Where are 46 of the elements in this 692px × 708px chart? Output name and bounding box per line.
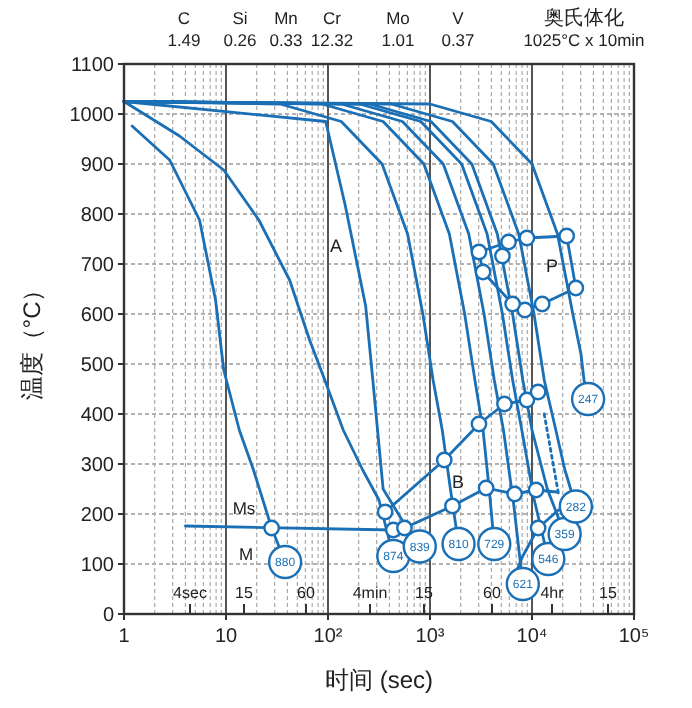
y-tick-label: 200 [80, 505, 115, 527]
note: Cr 12.32 [310, 8, 354, 50]
note: C 1.49 [167, 8, 201, 50]
x-tick-label: 10⁴ [516, 626, 548, 648]
annotation: 60 [483, 584, 502, 602]
y-tick-label: 600 [80, 305, 115, 327]
note: M [238, 544, 254, 564]
annotation: 4hr [540, 584, 565, 602]
y-tick-label: 900 [80, 155, 115, 177]
note: 15 [599, 584, 617, 615]
note: Mo 1.01 [381, 8, 415, 50]
note: 60 [297, 584, 315, 615]
y-tick-label: 100 [80, 555, 115, 577]
note: 4min [352, 584, 388, 615]
y-tick-label: 400 [80, 405, 115, 427]
x-axis-title: 时间 (sec) [325, 666, 434, 694]
annotation: 60 [297, 584, 316, 602]
annotation: 15 [599, 584, 618, 602]
y-tick-label: 700 [80, 255, 115, 277]
y-tick-label: 1100 [70, 55, 115, 77]
annotation: 4sec [173, 584, 207, 602]
x-tick-label: 10⁵ [618, 626, 650, 648]
y-tick-label: 800 [80, 205, 115, 227]
note: V 0.37 [441, 8, 475, 50]
note: P [546, 256, 558, 276]
note: Si 0.26 [223, 8, 257, 50]
note: 奥氏体化 1025°C x 10min [523, 8, 645, 50]
y-tick-label: 0 [102, 605, 115, 627]
x-tick-label: 10² [313, 626, 344, 648]
x-tick-label: 10 [214, 626, 238, 648]
x-tick-label: 10³ [415, 626, 446, 648]
y-axis-title: 温度（°C） [18, 277, 46, 401]
x-tick-label: 1 [118, 626, 131, 648]
note: Ms [232, 498, 256, 518]
note: Mn 0.33 [269, 8, 303, 50]
annotation: 4min [352, 584, 388, 602]
note: 60 [483, 584, 501, 615]
note: 4hr [540, 584, 564, 615]
y-tick-label: 300 [80, 455, 115, 477]
note: 4sec [173, 584, 207, 615]
annotation: 15 [235, 584, 254, 602]
y-tick-label: 1000 [69, 105, 115, 127]
note: A [330, 236, 342, 256]
note: 15 [235, 584, 253, 615]
y-tick-label: 500 [80, 355, 115, 377]
note: B [452, 472, 464, 492]
